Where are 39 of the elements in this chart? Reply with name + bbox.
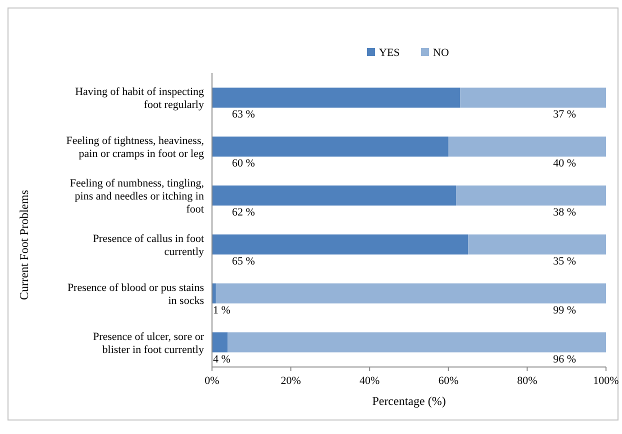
y-tick-label: Feeling of numbness, tingling, pins and needles or itching in foot	[70, 178, 204, 216]
data-label: 35 %	[553, 255, 576, 268]
data-label: 1 %	[213, 304, 230, 316]
bar	[228, 332, 606, 352]
legend-label: YES	[379, 47, 400, 59]
data-label: 65 %	[232, 255, 255, 268]
bar	[448, 136, 606, 157]
y-tick-label: Feeling of tightness, heaviness, pain or cramps in foot or leg	[66, 135, 204, 160]
data-label: 38 %	[553, 206, 576, 219]
data-label: 99 %	[553, 304, 576, 316]
bar	[212, 186, 456, 206]
y-tick-label: Presence of ulcer, sore or blister in foot currently	[92, 330, 204, 356]
data-label: 96 %	[553, 353, 576, 366]
x-tick-label: 40%	[360, 375, 380, 387]
y-tick-label: Presence of blood or pus stains in socks	[67, 282, 204, 307]
bar	[212, 332, 228, 352]
data-label: 63 %	[232, 108, 255, 121]
data-label: 60 %	[232, 158, 255, 170]
bar	[456, 186, 606, 206]
x-tick-label: 60%	[438, 375, 458, 387]
y-tick-label: Presence of callus in foot currently	[92, 232, 204, 258]
data-label: 4 %	[213, 353, 230, 366]
legend-label: NO	[433, 47, 449, 59]
bar	[216, 283, 606, 304]
bar	[212, 88, 460, 108]
data-label: 37 %	[553, 108, 576, 121]
x-tick-label: 0%	[204, 375, 220, 387]
bar	[212, 234, 468, 254]
bar	[468, 234, 606, 254]
x-tick-label: 20%	[280, 375, 301, 387]
bar	[212, 136, 448, 157]
y-tick-label: Having of habit of inspecting foot regularly	[75, 86, 204, 112]
x-tick-label: 80%	[517, 375, 538, 387]
bar	[460, 88, 606, 108]
y-axis-title: Current Foot Problems	[17, 190, 31, 300]
x-axis-title: Percentage (%)	[372, 394, 446, 408]
data-label: 40 %	[553, 158, 576, 170]
data-label: 62 %	[232, 206, 255, 219]
x-tick-label: 100%	[593, 375, 619, 387]
